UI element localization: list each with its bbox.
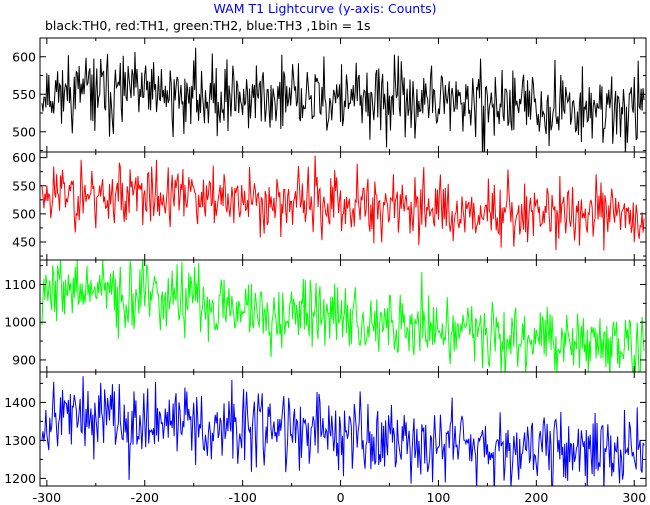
y-tick-label: 1200 xyxy=(4,471,36,486)
x-tick-label: -100 xyxy=(228,490,256,505)
x-tick-label: -200 xyxy=(131,490,159,505)
chart-title: WAM T1 Lightcurve (y-axis: Counts) xyxy=(213,1,437,16)
series-th0 xyxy=(41,47,645,152)
y-tick-label: 1100 xyxy=(4,277,36,292)
series-th2 xyxy=(41,260,645,372)
x-tick-label: -300 xyxy=(33,490,61,505)
y-tick-label: 450 xyxy=(12,235,36,250)
series-th3 xyxy=(41,376,645,486)
y-tick-label: 1400 xyxy=(4,395,36,410)
y-tick-label: 600 xyxy=(12,49,36,64)
series-th1 xyxy=(41,155,645,251)
y-tick-label: 500 xyxy=(12,206,36,221)
x-tick-label: 100 xyxy=(427,490,451,505)
y-tick-label: 550 xyxy=(12,87,36,102)
panel-frame-1 xyxy=(39,151,647,261)
y-tick-label: 550 xyxy=(12,178,36,193)
y-tick-label: 1300 xyxy=(4,433,36,448)
y-tick-label: 900 xyxy=(12,352,36,367)
chart-subtitle: black:TH0, red:TH1, green:TH2, blue:TH3 … xyxy=(45,18,371,33)
y-tick-label: 1000 xyxy=(4,315,36,330)
y-tick-label: 600 xyxy=(12,150,36,165)
y-tick-label: 500 xyxy=(12,124,36,139)
x-tick-label: 0 xyxy=(337,490,345,505)
x-tick-label: 200 xyxy=(524,490,548,505)
panel-frame-3 xyxy=(39,371,647,487)
x-tick-label: 300 xyxy=(622,490,646,505)
